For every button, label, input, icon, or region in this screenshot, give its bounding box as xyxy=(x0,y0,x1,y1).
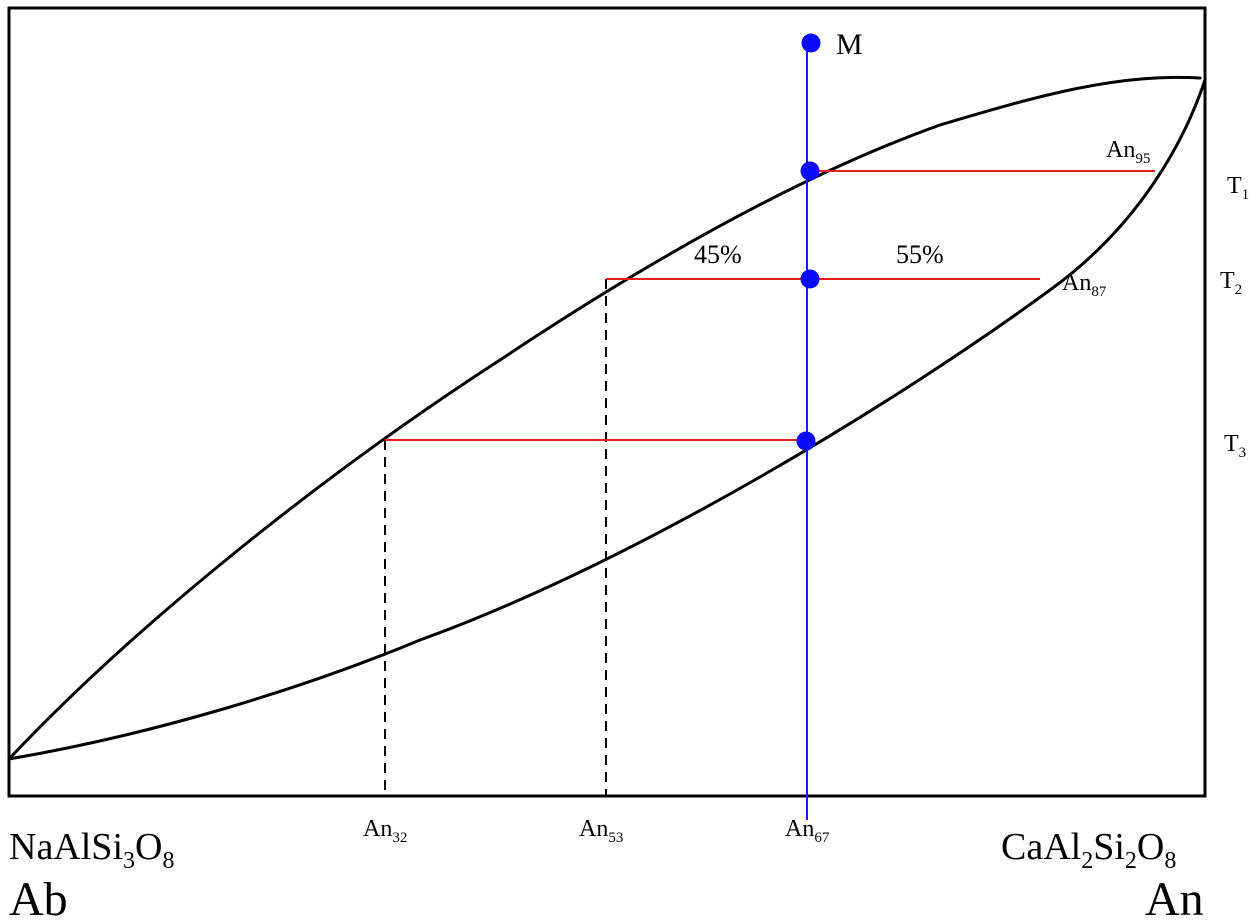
endmember-left-formula: NaAlSi3O8 xyxy=(9,826,174,874)
point-t2 xyxy=(800,269,820,289)
temperature-label-t2: T2 xyxy=(1220,268,1242,298)
point-m xyxy=(801,33,821,53)
endmember-left-abbr: Ab xyxy=(9,873,68,923)
lever-percent-left: 45% xyxy=(694,240,742,269)
lever-percent-right: 55% xyxy=(896,240,944,269)
solidus-curve xyxy=(7,78,1207,761)
tie-label-an95: An95 xyxy=(1106,137,1150,167)
composition-label-an32: An32 xyxy=(363,816,407,846)
point-m-label: M xyxy=(836,28,863,61)
liquidus-curve xyxy=(7,75,1202,761)
endmember-right-formula: CaAl2Si2O8 xyxy=(1001,826,1176,874)
temperature-label-t3: T3 xyxy=(1224,431,1246,461)
tie-label-an87: An87 xyxy=(1062,270,1107,300)
composition-label-an53: An53 xyxy=(579,816,623,846)
endmember-right-abbr: An xyxy=(1145,873,1204,923)
point-t1 xyxy=(800,161,820,181)
composition-label-an67: An67 xyxy=(785,816,830,846)
point-t3 xyxy=(796,431,816,451)
temperature-label-t1: T1 xyxy=(1227,173,1249,203)
